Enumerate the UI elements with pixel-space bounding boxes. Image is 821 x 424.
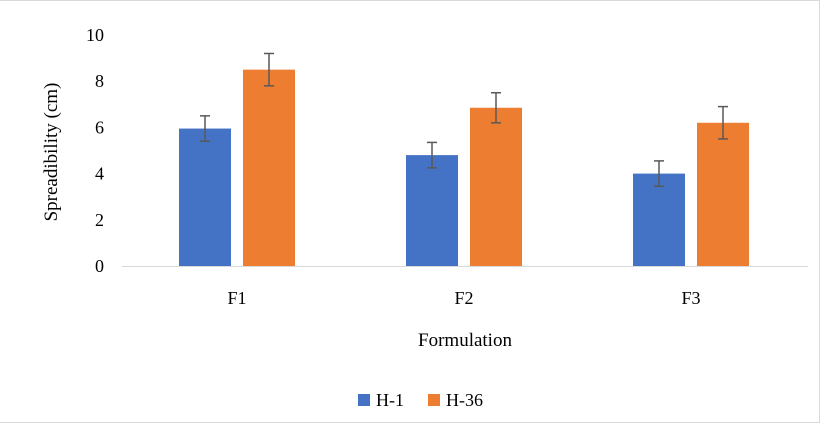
x-tick-label: F1	[227, 288, 246, 308]
x-tick-label: F2	[454, 288, 473, 308]
y-tick-label: 2	[95, 210, 104, 230]
y-tick-label: 0	[95, 256, 104, 276]
y-axis-title: Spreadibility (cm)	[41, 83, 62, 222]
bar-h-1-f1	[179, 128, 231, 266]
bar-h-36-f2	[470, 107, 522, 266]
legend: H-1 H-36	[358, 390, 483, 410]
plot-area	[179, 52, 749, 267]
bar-h-36-f3	[697, 122, 749, 266]
legend-label-h-36: H-36	[446, 390, 483, 410]
x-tick-label: F3	[681, 288, 700, 308]
legend-swatch-h-1	[358, 394, 370, 406]
bar-h-36-f1	[243, 69, 295, 267]
legend-label-h-1: H-1	[376, 390, 404, 410]
bar-h-1-f3	[633, 173, 685, 266]
x-axis-title: Formulation	[418, 330, 512, 351]
axes: 0 2 4 6 8 10 F1 F2 F3	[86, 25, 808, 308]
y-tick-label: 8	[95, 71, 104, 91]
y-tick-label: 4	[95, 164, 104, 184]
y-tick-label: 6	[95, 117, 104, 137]
bar-h-1-f2	[406, 155, 458, 266]
y-tick-label: 10	[86, 25, 104, 45]
legend-swatch-h-36	[428, 394, 440, 406]
